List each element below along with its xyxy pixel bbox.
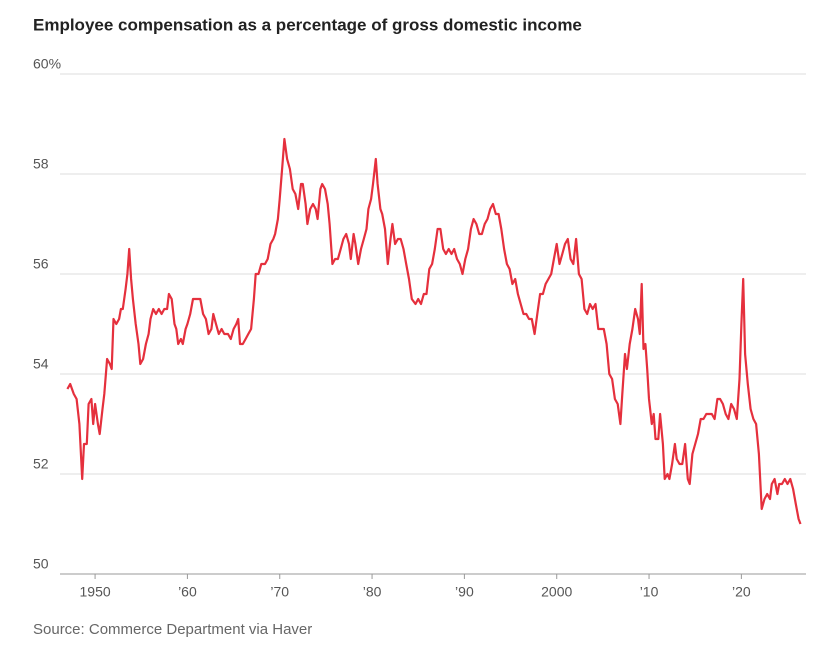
x-tick-label: ’60 [178,584,197,600]
x-tick-label: ’80 [363,584,382,600]
source-note: Source: Commerce Department via Haver [33,621,312,638]
y-tick-label: 58 [33,156,49,172]
x-tick-label: ’70 [270,584,289,600]
chart-title: Employee compensation as a percentage of… [33,15,582,34]
x-tick-label: ’10 [640,584,659,600]
y-tick-label: 60% [33,56,61,72]
y-tick-label: 52 [33,456,49,472]
x-tick-label: ’20 [732,584,751,600]
data-line [66,137,802,525]
y-tick-label: 54 [33,356,49,372]
x-tick-label: ’90 [455,584,474,600]
y-tick-label: 56 [33,256,49,272]
x-tick-label: 2000 [541,584,572,600]
y-tick-label: 50 [33,556,49,572]
x-tick-label: 1950 [80,584,111,600]
